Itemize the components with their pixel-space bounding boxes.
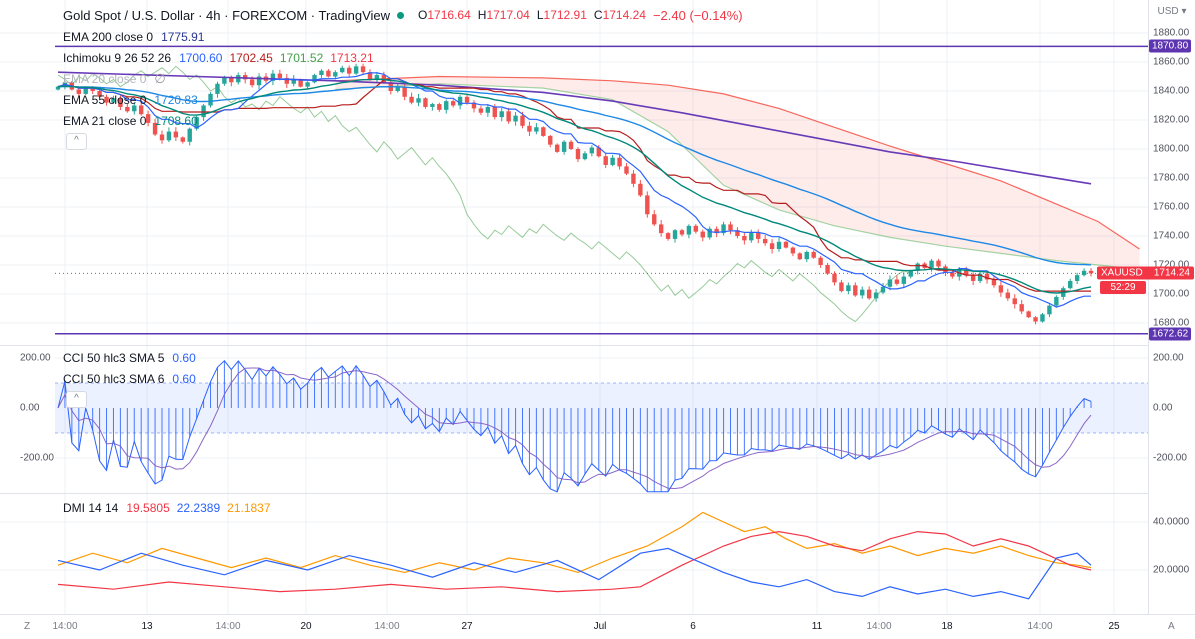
- indicator-value: 0.60: [172, 371, 196, 386]
- dmi-pane-legend: DMI 14 14 19.5805 22.2389 21.1837: [63, 497, 278, 518]
- price-tick: 1880.00: [1153, 27, 1190, 39]
- time-axis-label: Jul: [593, 621, 607, 632]
- last-price-symbol: XAUUSD: [1101, 267, 1143, 279]
- price-indicator-row[interactable]: EMA 20 close 0 ∅: [63, 68, 743, 89]
- time-axis-label: 14:00: [1027, 621, 1053, 632]
- market-status-icon[interactable]: [397, 11, 405, 19]
- chevron-down-icon: ▾: [1181, 6, 1187, 17]
- price-indicator-row[interactable]: EMA 55 close 0 1720.83: [63, 89, 743, 110]
- indicator-title: EMA 200 close 0: [63, 29, 154, 44]
- time-axis-label: 6: [690, 621, 696, 632]
- dmi-indicator-row[interactable]: DMI 14 14 19.5805 22.2389 21.1837: [63, 497, 278, 518]
- price-indicator-row[interactable]: EMA 200 close 0 1775.91: [63, 26, 743, 47]
- cci-left-tick: -200.00: [20, 452, 54, 464]
- indicator-title: CCI 50 hlc3 SMA 5: [63, 350, 165, 365]
- cci-tick: -200.00: [1153, 452, 1187, 464]
- indicator-value: 1713.21: [330, 50, 374, 65]
- dmi-pane-canvas[interactable]: [0, 493, 1148, 614]
- close-value: 1714.24: [602, 8, 646, 22]
- time-axis-label: 27: [461, 621, 473, 632]
- low-value: 1712.91: [543, 8, 587, 22]
- indicator-value: 21.1837: [227, 500, 271, 515]
- price-tick: 1700.00: [1153, 288, 1190, 300]
- indicator-title: EMA 21 close 0: [63, 113, 147, 128]
- last-price-value: 1714.24: [1153, 267, 1190, 279]
- indicator-title: CCI 50 hlc3 SMA 6: [63, 371, 165, 386]
- time-axis-label: 14:00: [374, 621, 400, 632]
- cci-pane-collapse-button[interactable]: ^: [66, 391, 87, 408]
- price-axis[interactable]: USD ▾ 1880.00 1860.00 1840.00 1820.00 1800.0…: [1148, 0, 1195, 614]
- price-indicator-row[interactable]: Ichimoku 9 26 52 26 1700.60 1702.45 1701.52…: [63, 47, 743, 68]
- open-label: O: [418, 8, 428, 22]
- indicator-value: 1775.91: [161, 29, 205, 44]
- change-value: −2.40 (−0.14%): [652, 7, 743, 23]
- indicator-value: 1702.45: [229, 50, 273, 65]
- axis-mode-button[interactable]: A: [1168, 621, 1175, 632]
- ohlc-readout: O 1716.64 H 1717.04 L 1712.91 C 1714.24: [411, 8, 646, 22]
- price-tick: 1840.00: [1153, 85, 1190, 97]
- price-tick: 1800.00: [1153, 143, 1190, 155]
- symbol-title-row[interactable]: Gold Spot / U.S. Dollar · 4h · FOREXCOM …: [63, 4, 743, 26]
- open-value: 1716.64: [427, 8, 471, 22]
- high-label: H: [477, 8, 487, 22]
- price-tick: 1680.00: [1153, 317, 1190, 329]
- candle-countdown-badge: 52:29: [1100, 281, 1146, 295]
- time-axis-label: 13: [141, 621, 153, 632]
- cci-left-tick: 200.00: [20, 352, 51, 364]
- low-label: L: [536, 8, 544, 22]
- high-value: 1717.04: [486, 8, 530, 22]
- price-tick: 1820.00: [1153, 114, 1190, 126]
- indicator-value: 1720.83: [154, 92, 198, 107]
- currency-toggle[interactable]: USD ▾: [1149, 6, 1195, 17]
- close-label: C: [593, 8, 603, 22]
- indicator-title: DMI 14 14: [63, 500, 119, 515]
- time-axis-label: 20: [300, 621, 312, 632]
- cci-tick: 200.00: [1153, 352, 1184, 364]
- indicator-title: EMA 55 close 0: [63, 92, 147, 107]
- timezone-button[interactable]: Z: [24, 621, 31, 632]
- cci-left-tick: 0.00: [20, 402, 40, 414]
- indicator-value: 19.5805: [126, 500, 170, 515]
- price-tick: 1720.00: [1153, 259, 1190, 271]
- time-axis[interactable]: Z A 14:00 13 14:00 20 14:00 27 Jul 6 11 14:00 18 14…: [0, 614, 1195, 639]
- price-tick: 1760.00: [1153, 201, 1190, 213]
- eye-off-icon[interactable]: ∅: [154, 70, 166, 86]
- cci-indicator-row[interactable]: CCI 50 hlc3 SMA 5 0.60: [63, 347, 203, 368]
- indicator-value: 22.2389: [176, 500, 221, 515]
- time-axis-label: 14:00: [52, 621, 78, 632]
- symbol-title[interactable]: Gold Spot / U.S. Dollar · 4h · FOREXCOM …: [63, 7, 391, 23]
- pane-separator[interactable]: [0, 345, 1148, 346]
- dmi-tick: 20.0000: [1153, 564, 1190, 576]
- indicator-title: Ichimoku 9 26 52 26: [63, 50, 172, 65]
- currency-label: USD: [1157, 6, 1179, 17]
- pane-separator[interactable]: [0, 493, 1148, 494]
- dmi-tick: 40.0000: [1153, 516, 1190, 528]
- time-axis-label: 18: [941, 621, 953, 632]
- price-tick: 1740.00: [1153, 230, 1190, 242]
- indicator-value: 0.60: [172, 350, 196, 365]
- price-tick: 1780.00: [1153, 172, 1190, 184]
- price-tick: 1860.00: [1153, 56, 1190, 68]
- last-price-badge: XAUUSD 1714.24: [1097, 266, 1194, 280]
- time-axis-label: 25: [1108, 621, 1120, 632]
- indicator-value: 1708.60: [154, 113, 198, 128]
- time-axis-label: 11: [811, 621, 823, 632]
- cci-indicator-row[interactable]: CCI 50 hlc3 SMA 6 0.60: [63, 368, 203, 389]
- time-axis-label: 14:00: [866, 621, 892, 632]
- price-indicator-row[interactable]: EMA 21 close 0 1708.60: [63, 110, 743, 131]
- hline-lower-price-badge: 1672.62: [1149, 327, 1192, 341]
- price-chart-canvas[interactable]: [0, 0, 1148, 345]
- indicator-value: 1701.52: [279, 50, 324, 65]
- hline-upper-price-badge: 1870.80: [1149, 39, 1192, 53]
- cci-pane-canvas[interactable]: [0, 345, 1148, 493]
- indicator-value: 1700.60: [179, 50, 223, 65]
- cci-tick: 0.00: [1153, 402, 1173, 414]
- time-axis-label: 14:00: [215, 621, 241, 632]
- indicator-title: EMA 20 close 0: [63, 71, 147, 86]
- price-pane-legend: Gold Spot / U.S. Dollar · 4h · FOREXCOM …: [63, 4, 743, 131]
- price-pane-collapse-button[interactable]: ^: [66, 133, 87, 150]
- cci-pane-legend: CCI 50 hlc3 SMA 5 0.60 CCI 50 hlc3 SMA 6 0.…: [63, 347, 203, 389]
